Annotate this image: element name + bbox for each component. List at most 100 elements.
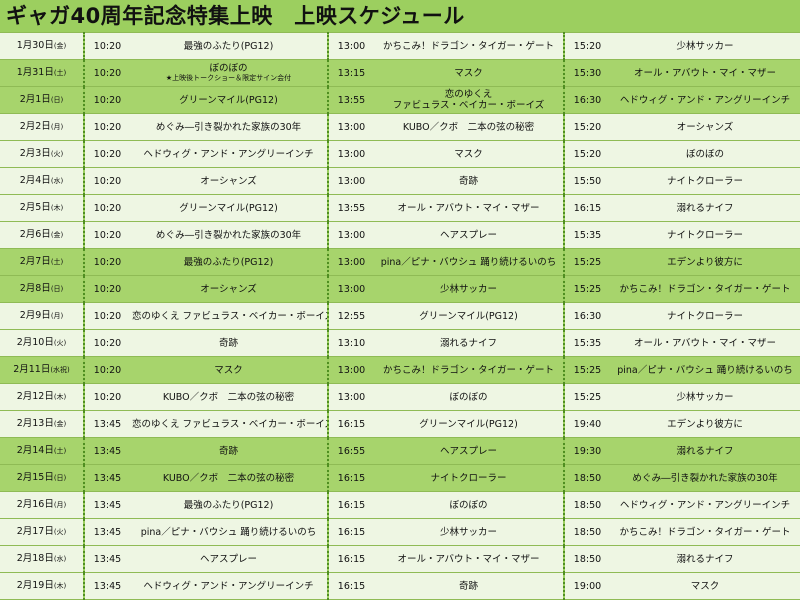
movie-title: ナイトクローラー (666, 175, 743, 187)
movie-title: エデンより彼方に (667, 418, 743, 430)
date-text: 2月19日 (16, 580, 54, 591)
movie-cell-3: マスク (610, 572, 800, 600)
weekday-text: (日) (50, 96, 64, 104)
movie-title: pina／ピナ・バウシュ 踊り続けるいのち (380, 256, 557, 268)
date-text: 2月9日 (19, 310, 51, 321)
showtime-1: 10:20 (84, 221, 130, 249)
movie-title: かちこみ！ドラゴン・タイガー・ゲート (382, 40, 554, 52)
schedule-row: 2月4日(水) 10:20 オーシャンズ 13:00 奇跡 15:50 ナイトクローラー (0, 167, 800, 195)
movie-cell-3: ぼのぼの (610, 140, 800, 168)
movie-title: マスク (454, 148, 483, 160)
weekday-text: (火) (50, 150, 64, 158)
showtime-2: 16:15 (328, 464, 374, 492)
showtime-1: 10:20 (84, 356, 130, 384)
movie-title: かちこみ！ドラゴン・タイガー・ゲート (382, 364, 554, 376)
showtime-2: 13:10 (328, 329, 374, 357)
movie-title: ナイトクローラー (666, 229, 743, 241)
showtime-1: 10:20 (84, 302, 130, 330)
movie-title: かちこみ！ドラゴン・タイガー・ゲート (619, 526, 791, 538)
movie-title: エデンより彼方に (667, 256, 743, 268)
date-text: 2月6日 (19, 229, 51, 240)
schedule-row: 2月14日(土) 13:45 奇跡 16:55 ヘアスプレー 19:30 溺れるナイフ (0, 437, 800, 465)
date-cell: 1月30日(金) (0, 32, 85, 60)
movie-title: 奇跡 (218, 337, 238, 349)
movie-cell-2: かちこみ！ドラゴン・タイガー・ゲート (374, 32, 565, 60)
date-cell: 2月12日(木) (0, 383, 85, 411)
showtime-3: 18:50 (564, 545, 610, 573)
weekday-text: (土) (53, 447, 67, 455)
showtime-1: 10:20 (84, 140, 130, 168)
movie-cell-1: 奇跡 (130, 437, 329, 465)
weekday-text: (金) (53, 420, 67, 428)
showtime-1: 10:20 (84, 248, 130, 276)
movie-cell-3: ナイトクローラー (610, 167, 800, 195)
movie-cell-2: pina／ピナ・バウシュ 踊り続けるいのち (374, 248, 565, 276)
movie-cell-1: pina／ピナ・バウシュ 踊り続けるいのち (130, 518, 329, 546)
movie-cell-2: ヘアスプレー (374, 221, 565, 249)
date-text: 2月17日 (16, 526, 54, 537)
showtime-2: 13:00 (328, 167, 374, 195)
movie-cell-3: ナイトクローラー (610, 302, 800, 330)
date-text: 1月31日 (16, 67, 54, 78)
weekday-text: (木) (53, 582, 67, 590)
movie-cell-1: グリーンマイル(PG12) (130, 194, 329, 222)
movie-cell-1: 奇跡 (130, 329, 329, 357)
showtime-3: 15:25 (564, 275, 610, 303)
movie-title: ヘドウィグ・アンド・アングリーインチ (619, 94, 791, 106)
movie-title: オール・アバウト・マイ・マザー (397, 202, 540, 214)
showtime-3: 15:30 (564, 59, 610, 87)
movie-cell-2: ぼのぼの (374, 383, 565, 411)
showtime-1: 10:20 (84, 86, 130, 114)
movie-cell-2: オール・アバウト・マイ・マザー (374, 194, 565, 222)
movie-title: マスク (454, 67, 483, 79)
movie-title: 恋のゆくえ ファビュラス・ベイカー・ボーイズ (132, 418, 328, 430)
showtime-2: 16:15 (328, 545, 374, 573)
movie-title: グリーンマイル(PG12) (419, 310, 518, 322)
date-cell: 2月4日(水) (0, 167, 85, 195)
schedule-row: 2月16日(月) 13:45 最強のふたり(PG12) 16:15 ぼのぼの 18:50 ヘ… (0, 491, 800, 519)
movie-cell-2: ヘアスプレー (374, 437, 565, 465)
movie-cell-3: 溺れるナイフ (610, 194, 800, 222)
movie-title: 恋のゆくえ (444, 89, 493, 100)
showtime-1: 10:20 (84, 275, 130, 303)
movie-title: ぼのぼの (209, 63, 248, 74)
movie-cell-1: 最強のふたり(PG12) (130, 491, 329, 519)
date-cell: 2月7日(土) (0, 248, 85, 276)
schedule-row: 2月15日(日) 13:45 KUBO／クボ 二本の弦の秘密 16:15 ナイトクローラ… (0, 464, 800, 492)
movie-cell-2: グリーンマイル(PG12) (374, 302, 565, 330)
date-cell: 2月16日(月) (0, 491, 85, 519)
showtime-3: 15:35 (564, 221, 610, 249)
movie-title: グリーンマイル(PG12) (179, 94, 278, 106)
showtime-3: 16:15 (564, 194, 610, 222)
weekday-text: (火) (53, 528, 67, 536)
showtime-3: 18:50 (564, 491, 610, 519)
movie-cell-2: 溺れるナイフ (374, 329, 565, 357)
movie-title: めぐみ―引き裂かれた家族の30年 (632, 472, 778, 484)
movie-title: グリーンマイル(PG12) (419, 418, 518, 430)
date-cell: 2月3日(火) (0, 140, 85, 168)
schedule-row: 2月5日(木) 10:20 グリーンマイル(PG12) 13:55 オール・アバウト・マ… (0, 194, 800, 222)
weekday-text: (土) (50, 258, 64, 266)
movie-title: ぼのぼの (685, 148, 724, 160)
movie-title: 奇跡 (458, 175, 478, 187)
schedule-row: 2月12日(木) 10:20 KUBO／クボ 二本の弦の秘密 13:00 ぼのぼの 15:… (0, 383, 800, 411)
movie-cell-3: オーシャンズ (610, 113, 800, 141)
movie-cell-1: ヘアスプレー (130, 545, 329, 573)
movie-title: 最強のふたり(PG12) (183, 256, 274, 268)
movie-cell-2: KUBO／クボ 二本の弦の秘密 (374, 113, 565, 141)
showtime-2: 13:00 (328, 140, 374, 168)
weekday-text: (月) (53, 501, 67, 509)
movie-title: 溺れるナイフ (439, 337, 497, 349)
showtime-1: 13:45 (84, 464, 130, 492)
showtime-1: 13:45 (84, 545, 130, 573)
showtime-3: 16:30 (564, 86, 610, 114)
showtime-2: 16:15 (328, 518, 374, 546)
movie-cell-1: ヘドウィグ・アンド・アングリーインチ (130, 572, 329, 600)
movie-cell-2: マスク (374, 140, 565, 168)
showtime-1: 10:20 (84, 383, 130, 411)
movie-title: KUBO／クボ 二本の弦の秘密 (162, 391, 295, 403)
movie-cell-3: ヘドウィグ・アンド・アングリーインチ (610, 86, 800, 114)
date-text: 2月16日 (16, 499, 54, 510)
movie-cell-2: かちこみ！ドラゴン・タイガー・ゲート (374, 356, 565, 384)
date-text: 2月15日 (16, 472, 54, 483)
